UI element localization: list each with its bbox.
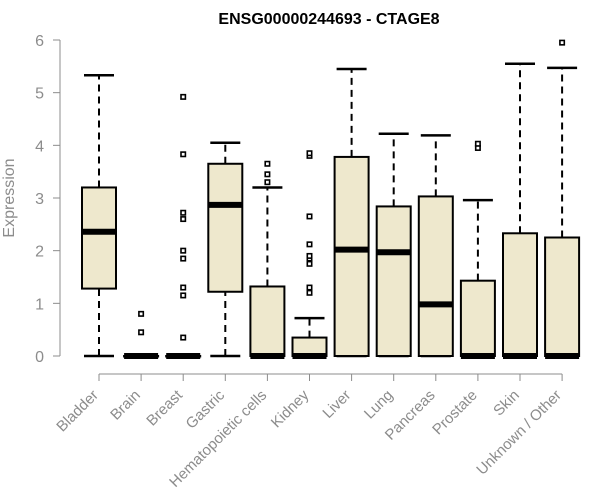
y-tick-label: 2 [35,244,44,261]
y-tick-label: 0 [35,349,44,366]
box-gastric [207,141,244,358]
iqr-box [459,279,496,358]
box-prostate [459,140,496,359]
box-lung [375,132,412,358]
outlier-point [306,213,313,220]
y-tick-label: 4 [35,138,44,155]
outlier-point [180,216,187,223]
x-tick-label: Bladder [53,387,102,436]
box-group [81,39,581,359]
iqr-box [333,155,370,357]
outlier-point [180,284,187,291]
iqr-box [417,195,454,357]
box-kidney [291,150,328,359]
iqr-box [544,236,581,357]
y-tick-label: 6 [35,33,44,50]
outlier-point [138,329,145,336]
outlier-point [264,171,271,178]
outlier-point [264,160,271,167]
y-tick-label: 1 [35,296,44,313]
outlier-point [180,334,187,341]
box-brain [123,310,160,359]
x-tick-label: Prostate [429,387,481,439]
y-tick-label: 5 [35,86,44,103]
box-bladder [81,74,117,358]
x-tick-label: Brain [107,387,144,424]
y-tick-label: 3 [35,191,44,208]
y-axis: 0 1 2 3 4 5 6 [35,33,61,366]
chart-title: ENSG00000244693 - CTAGE8 [218,11,439,28]
outlier-point [264,179,271,186]
outlier-point [306,241,313,248]
outlier-point [306,260,313,267]
outlier-point [138,310,145,317]
iqr-box [81,186,117,290]
box-hematopoietic-cells [249,160,286,359]
x-tick-label: Liver [319,387,354,422]
box-pancreas [417,134,454,358]
outlier-point [180,247,187,254]
outlier-point [180,151,187,158]
x-tick-label: Skin [490,387,523,420]
outlier-point [559,39,566,46]
box-breast [165,93,202,359]
iqr-box [207,162,244,293]
outlier-point [306,289,313,296]
y-axis-label: Expression [1,158,18,237]
outlier-point [180,292,187,299]
outlier-point [474,140,481,147]
box-liver [333,67,370,358]
outlier-point [306,252,313,259]
outlier-point [306,284,313,291]
outlier-point [180,209,187,216]
iqr-box [375,205,412,357]
x-tick-label: Breast [143,386,186,429]
x-tick-label: Kidney [268,386,313,431]
outlier-point [306,150,313,157]
x-tick-label: Lung [361,387,397,423]
outlier-point [180,93,187,100]
iqr-box [502,232,538,357]
box-unknown-other [544,39,581,359]
box-skin [502,62,538,359]
iqr-box [249,285,286,358]
outlier-point [180,255,187,262]
